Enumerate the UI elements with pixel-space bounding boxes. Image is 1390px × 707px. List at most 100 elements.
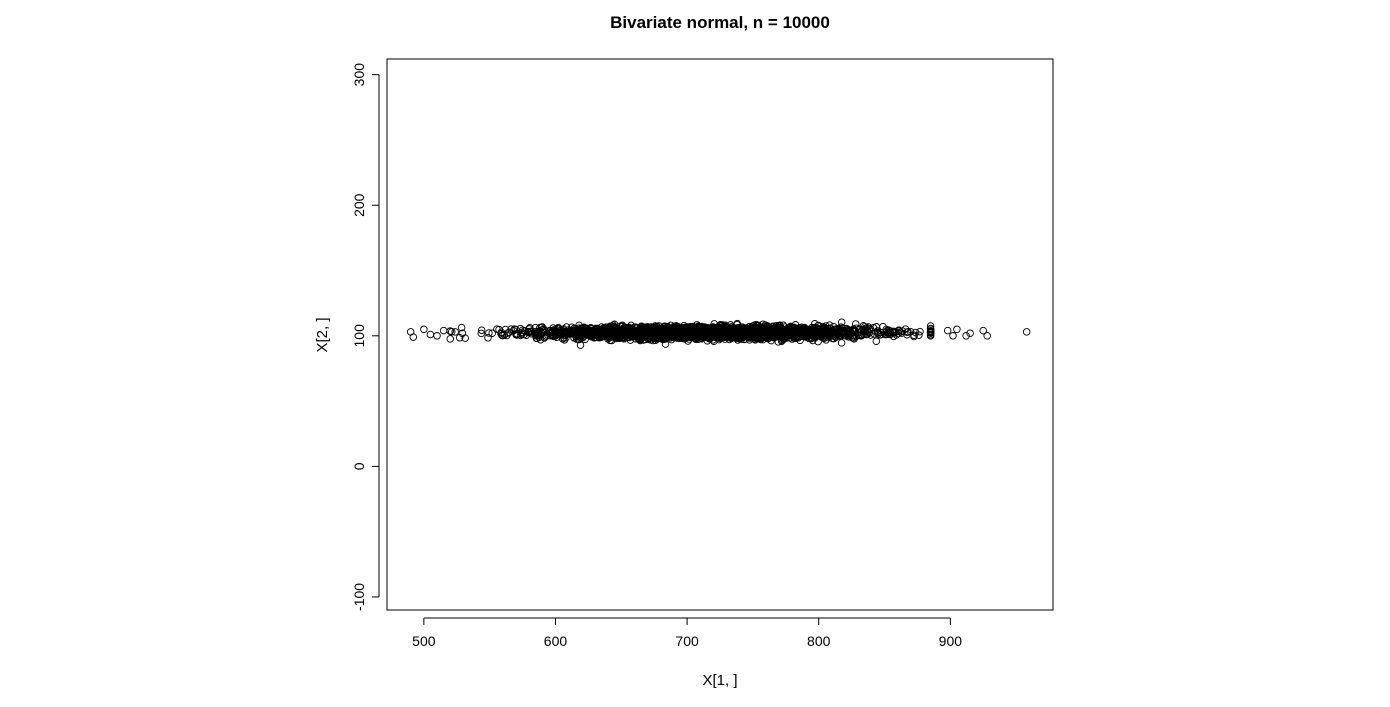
data-point xyxy=(686,329,695,337)
data-point xyxy=(962,332,970,340)
y-tick-label: 200 xyxy=(351,193,367,217)
y-tick-label: 0 xyxy=(351,462,367,470)
data-point xyxy=(875,331,884,339)
data-point xyxy=(433,332,441,340)
data-point xyxy=(806,328,814,337)
x-tick-label: 600 xyxy=(544,633,568,649)
data-point xyxy=(695,324,704,332)
data-point xyxy=(733,319,742,328)
data-point xyxy=(808,327,816,336)
data-point xyxy=(903,330,911,339)
data-point xyxy=(571,327,579,336)
data-point xyxy=(554,325,563,333)
data-point xyxy=(537,323,546,331)
data-point xyxy=(837,339,846,347)
data-point xyxy=(451,328,459,336)
data-point xyxy=(446,335,454,343)
data-point xyxy=(797,329,806,337)
data-point xyxy=(426,330,435,339)
data-point xyxy=(616,332,625,341)
data-point xyxy=(578,329,586,337)
data-point xyxy=(859,322,868,330)
data-point xyxy=(602,328,610,336)
data-point xyxy=(1022,328,1031,336)
data-point xyxy=(787,323,796,332)
data-point xyxy=(673,322,682,331)
data-point xyxy=(540,334,549,342)
y-tick-label: -100 xyxy=(351,583,367,611)
data-point xyxy=(737,335,746,343)
data-point xyxy=(916,327,924,336)
data-point xyxy=(915,331,923,339)
data-point xyxy=(926,322,935,330)
data-point xyxy=(953,325,961,334)
data-point xyxy=(766,324,775,332)
x-tick-label: 700 xyxy=(675,633,699,649)
data-point xyxy=(549,332,557,340)
data-point xyxy=(743,329,751,338)
data-point xyxy=(943,326,952,335)
data-point xyxy=(457,323,466,332)
data-point xyxy=(716,328,725,336)
data-point xyxy=(562,323,571,331)
y-tick-label: 300 xyxy=(351,63,367,87)
data-point xyxy=(409,333,418,341)
x-tick-label: 900 xyxy=(939,633,963,649)
data-point xyxy=(498,331,507,340)
data-point xyxy=(439,326,448,335)
data-point xyxy=(458,329,467,338)
data-point xyxy=(495,325,503,334)
data-point xyxy=(739,329,747,338)
data-point xyxy=(765,334,773,342)
data-point xyxy=(983,332,991,340)
data-point xyxy=(896,328,905,336)
data-point xyxy=(904,327,912,336)
data-point xyxy=(588,329,597,337)
data-point xyxy=(835,329,844,338)
x-tick-label: 800 xyxy=(807,633,831,649)
x-tick-label: 500 xyxy=(412,633,436,649)
data-point xyxy=(638,330,646,339)
data-point xyxy=(881,330,890,339)
x-axis-label: X[1, ] xyxy=(702,672,737,689)
y-axis-label: X[2, ] xyxy=(314,317,331,352)
data-point xyxy=(525,328,533,337)
data-point xyxy=(513,329,521,338)
data-point xyxy=(611,331,619,340)
data-point xyxy=(637,323,646,331)
data-point xyxy=(626,327,635,335)
data-point xyxy=(789,325,797,334)
data-point xyxy=(536,331,544,340)
data-point xyxy=(716,321,725,329)
x-axis: 500 600 700 800 900 xyxy=(412,617,963,649)
data-point xyxy=(778,329,786,337)
data-point xyxy=(786,334,794,342)
data-point xyxy=(505,328,513,337)
data-point xyxy=(577,324,585,333)
data-point xyxy=(477,329,486,338)
data-point xyxy=(761,329,769,337)
data-point xyxy=(872,337,881,345)
data-point xyxy=(488,329,496,337)
data-point xyxy=(725,329,733,337)
data-point xyxy=(516,324,525,333)
data-point xyxy=(670,331,679,340)
data-point xyxy=(587,324,595,332)
data-point xyxy=(862,330,871,339)
data-point xyxy=(851,320,860,328)
data-point xyxy=(874,330,883,338)
data-point xyxy=(694,322,703,330)
data-point xyxy=(674,330,683,339)
data-point xyxy=(949,332,957,340)
data-point xyxy=(779,328,787,336)
data-point xyxy=(526,324,534,332)
data-point xyxy=(810,323,818,332)
data-point xyxy=(910,332,918,341)
data-point xyxy=(497,329,505,338)
data-point xyxy=(742,330,750,339)
data-point xyxy=(659,330,668,339)
data-point xyxy=(689,333,698,342)
data-point xyxy=(644,332,653,341)
data-point xyxy=(420,325,428,334)
